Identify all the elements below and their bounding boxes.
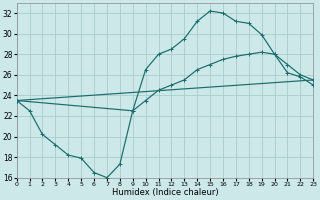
X-axis label: Humidex (Indice chaleur): Humidex (Indice chaleur) bbox=[112, 188, 218, 197]
